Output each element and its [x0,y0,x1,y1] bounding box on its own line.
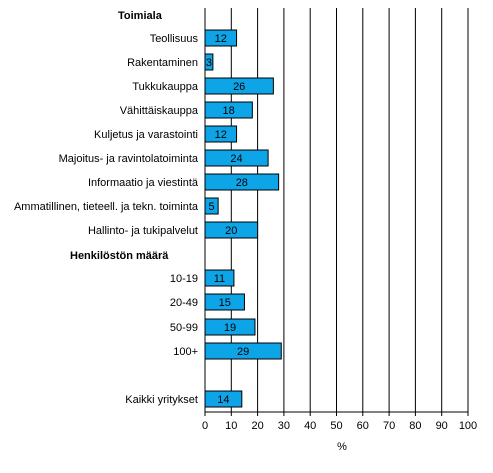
x-axis: 0 10 20 30 40 50 60 70 80 90 100 [202,8,477,432]
category-label: Rakentaminen [127,57,198,69]
category-label: 20-49 [170,297,198,309]
x-tick-label-40: 40 [304,420,316,432]
x-tick-label-30: 30 [278,420,290,432]
x-tick-label-50: 50 [330,420,342,432]
x-tick-label-70: 70 [383,420,395,432]
group-header-1: Henkilöstön määrä [70,250,169,262]
category-label: Teollisuus [150,33,199,45]
bar-value-label: 14 [217,394,229,406]
x-tick-label-80: 80 [409,420,421,432]
category-labels: Toimiala Teollisuus Rakentaminen Tukkukaupp… [14,10,199,406]
category-label: Hallinto- ja tukipalvelut [88,225,198,237]
category-label: Kaikki yritykset [125,394,198,406]
bar-value-label: 15 [219,297,231,309]
x-tick-label-90: 90 [436,420,448,432]
category-label: Informaatio ja viestintä [88,177,199,189]
gridlines [230,8,469,412]
x-tick-label-20: 20 [251,420,263,432]
bar-value-label: 3 [206,57,212,69]
category-label: Tukkukauppa [132,81,199,93]
category-label: Vähittäiskauppa [120,105,199,117]
bar-value-label: 20 [225,225,237,237]
x-tick-label-0: 0 [202,420,208,432]
bar-value-label: 24 [230,153,242,165]
bar-value-label: 28 [236,177,248,189]
category-label: 100+ [173,346,198,358]
x-axis-label: % [337,441,347,453]
bar-value-label: 5 [209,201,215,213]
bar-value-label: 18 [223,105,235,117]
x-tick-label-10: 10 [225,420,237,432]
category-label: Ammatillinen, tieteell. ja tekn. toimint… [14,201,199,213]
bar-value-label: 19 [224,322,236,334]
bar-value-label: 29 [237,346,249,358]
bar-value-label: 11 [214,273,225,285]
x-tick-label-100: 100 [459,420,477,432]
bar-value-label: 26 [233,81,245,93]
group-header-0: Toimiala [118,10,163,22]
bar-value-label: 12 [215,129,227,141]
category-label: 50-99 [170,322,198,334]
category-label: Kuljetus ja varastointi [94,129,198,141]
category-label: 10-19 [170,273,198,285]
category-label: Majoitus- ja ravintolatoiminta [59,153,199,165]
bar-value-label: 12 [215,33,227,45]
x-tick-label-60: 60 [357,420,369,432]
